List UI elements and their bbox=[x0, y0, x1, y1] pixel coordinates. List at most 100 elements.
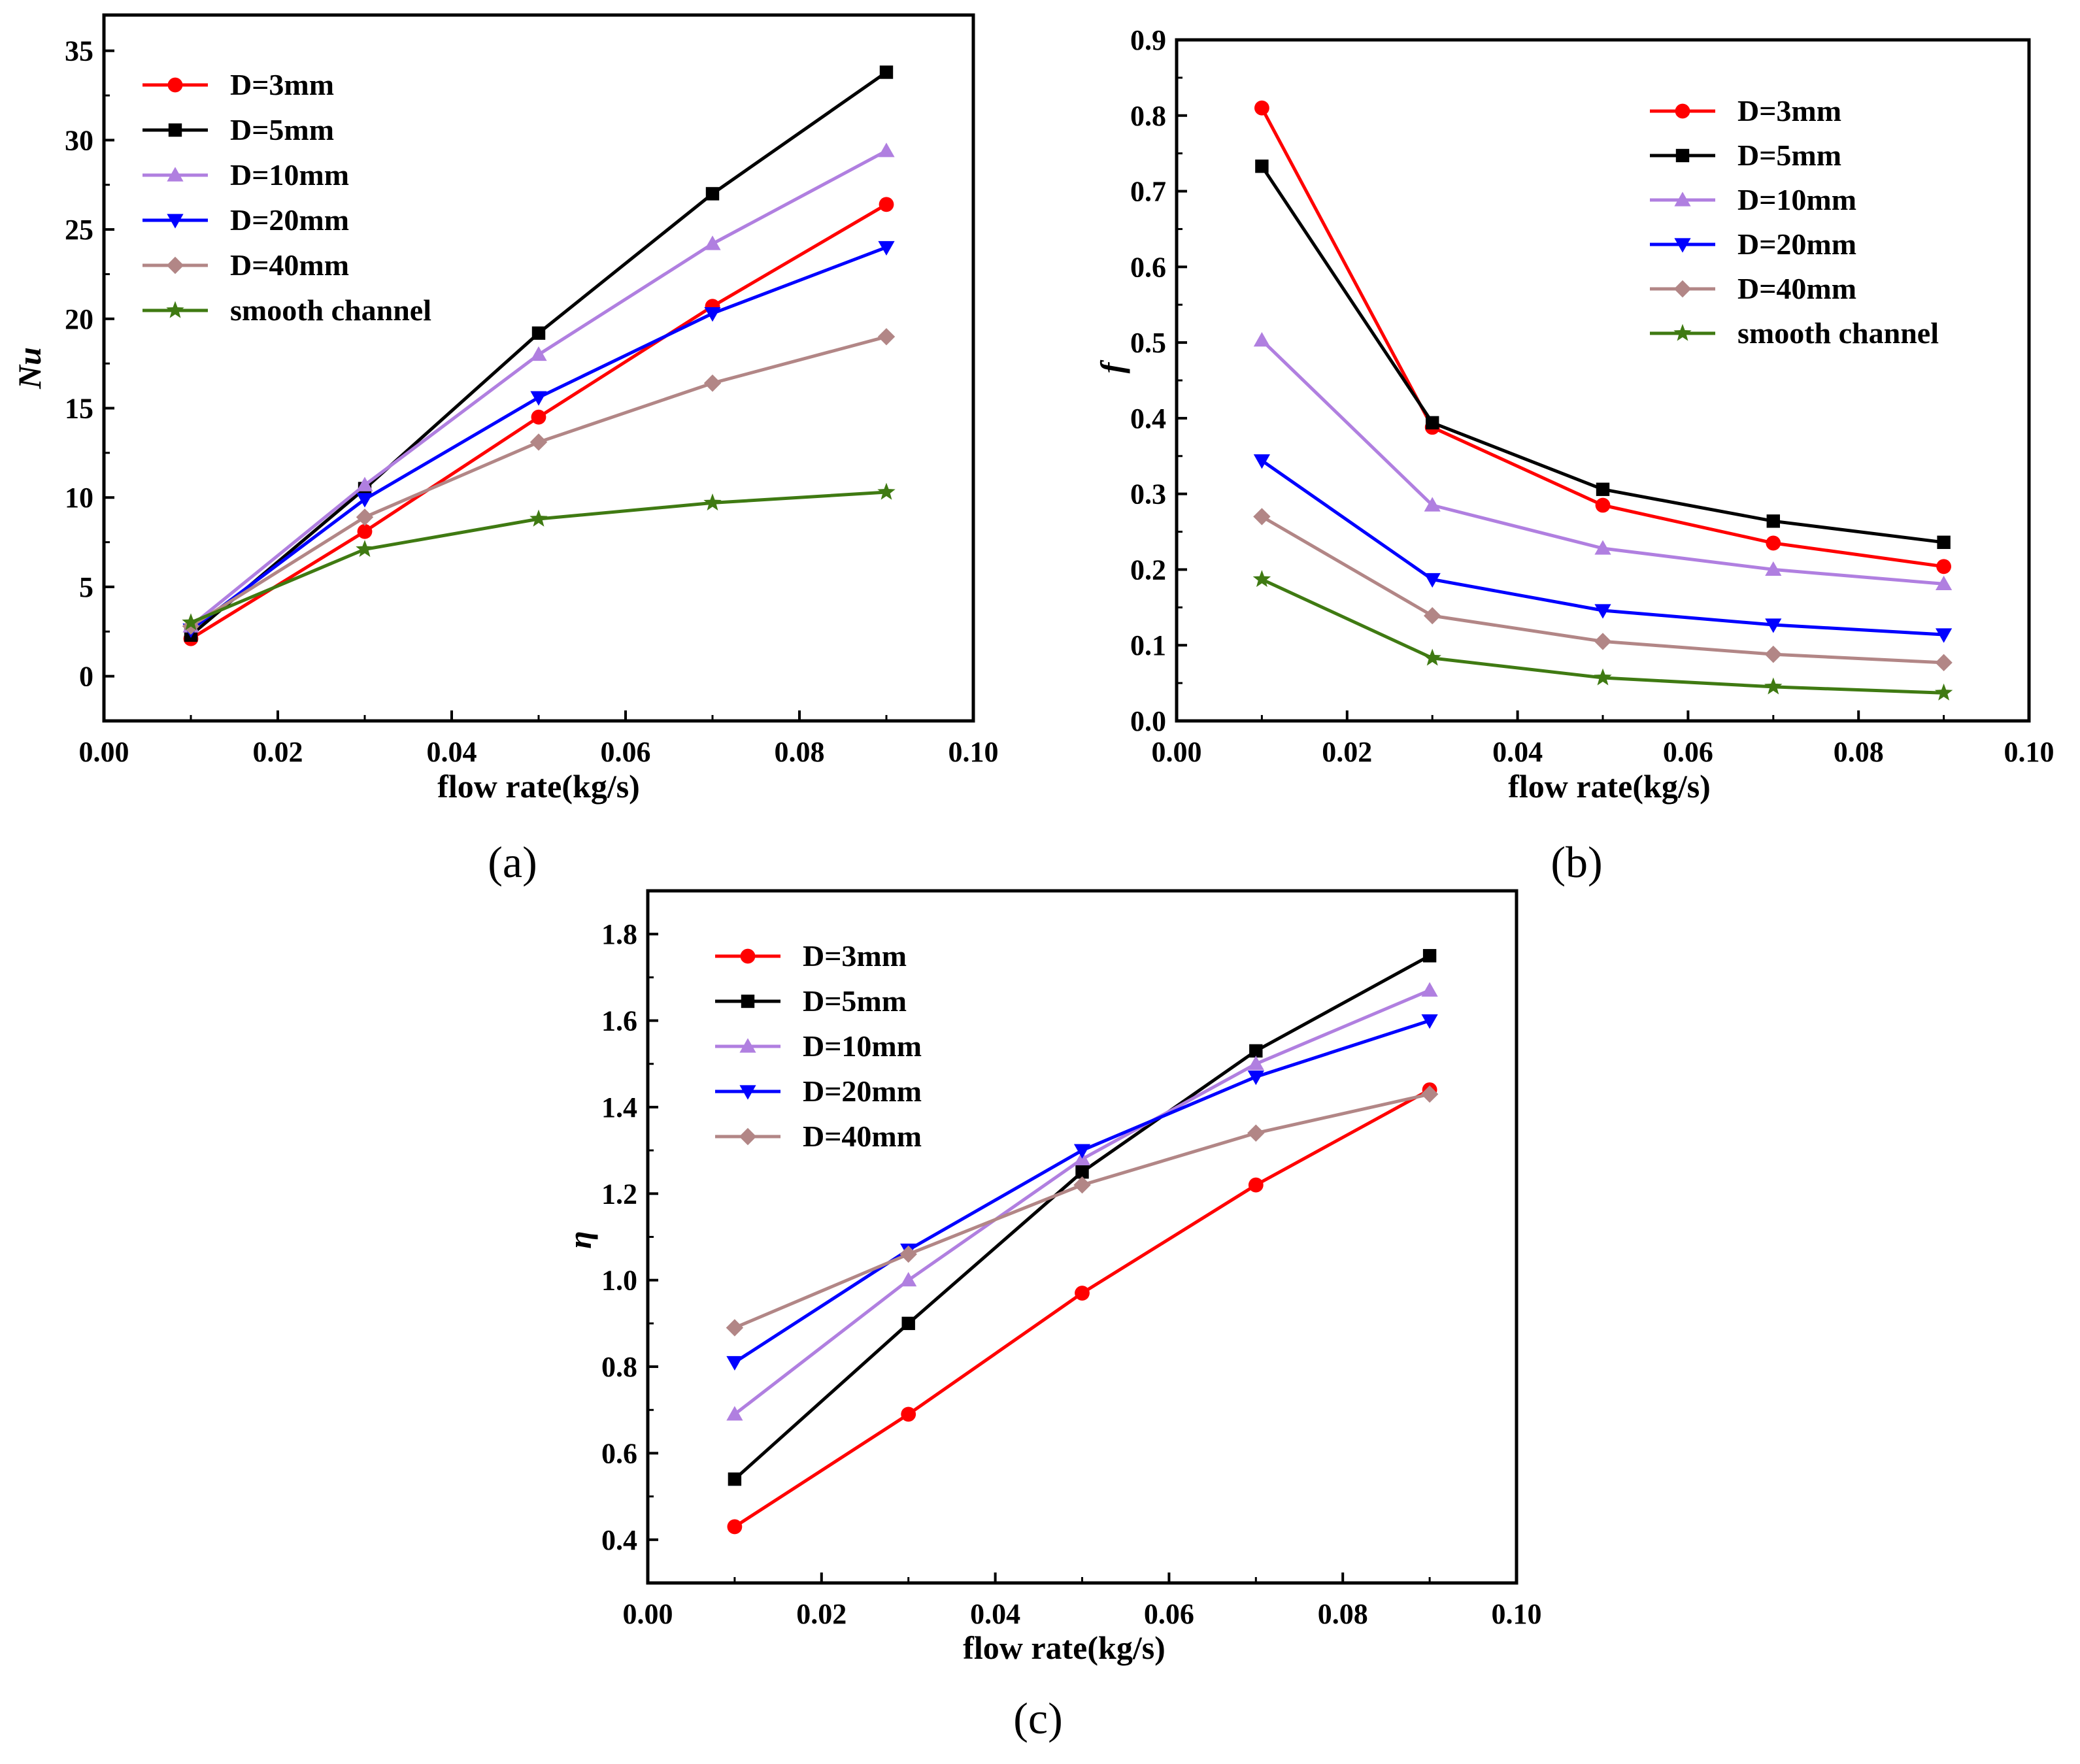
legend-marker bbox=[168, 123, 182, 137]
data-point bbox=[901, 1316, 915, 1331]
data-point bbox=[1252, 570, 1271, 588]
legend-marker bbox=[1674, 191, 1691, 207]
data-point bbox=[531, 326, 546, 340]
legend-label: D=10mm bbox=[1737, 183, 1856, 216]
y-tick-label: 30 bbox=[65, 124, 93, 156]
data-point bbox=[899, 1245, 917, 1263]
data-point bbox=[1936, 559, 1952, 574]
legend-entry: D=40mm bbox=[143, 248, 349, 282]
data-point bbox=[1426, 416, 1439, 430]
data-point bbox=[1247, 1071, 1264, 1086]
data-point bbox=[1423, 648, 1441, 666]
data-point bbox=[1420, 1085, 1439, 1103]
legend-marker bbox=[167, 214, 184, 229]
y-tick-label: 0.4 bbox=[601, 1524, 637, 1556]
data-point bbox=[1249, 1044, 1263, 1058]
legend-entry: D=3mm bbox=[1650, 94, 1841, 127]
x-tick-label: 0.00 bbox=[1152, 736, 1202, 768]
data-point bbox=[1594, 668, 1612, 686]
data-point bbox=[529, 433, 548, 451]
data-point bbox=[356, 493, 373, 508]
data-point bbox=[356, 476, 373, 491]
y-tick-label: 0.3 bbox=[1130, 478, 1166, 510]
legend-label: D=40mm bbox=[803, 1120, 922, 1153]
legend-entry: D=40mm bbox=[715, 1120, 922, 1153]
series-d-40mm bbox=[182, 327, 896, 635]
data-point bbox=[1253, 508, 1271, 525]
y-tick-label: 0.1 bbox=[1130, 629, 1166, 661]
legend-entry: D=10mm bbox=[1650, 183, 1856, 216]
x-axis-label: flow rate(kg/s) bbox=[1508, 768, 1711, 805]
x-tick-label: 0.06 bbox=[1663, 736, 1713, 768]
data-point bbox=[877, 327, 896, 346]
data-point bbox=[1424, 607, 1441, 625]
legend-marker bbox=[1675, 148, 1690, 163]
y-axis-label: η bbox=[562, 1231, 598, 1248]
legend-label: D=40mm bbox=[1737, 272, 1856, 305]
data-point bbox=[1936, 628, 1953, 643]
plot-frame bbox=[646, 889, 1518, 1585]
y-tick-label: 5 bbox=[79, 571, 93, 603]
legend-marker bbox=[739, 1085, 756, 1100]
y-tick-label: 25 bbox=[65, 214, 93, 246]
data-point bbox=[1424, 497, 1441, 512]
legend-entry: D=20mm bbox=[1650, 227, 1856, 261]
data-point bbox=[1247, 1124, 1265, 1142]
data-point bbox=[703, 493, 722, 511]
data-point bbox=[1073, 1176, 1091, 1194]
data-point bbox=[1937, 535, 1951, 549]
data-point bbox=[879, 65, 894, 79]
x-tick-label: 0.02 bbox=[796, 1598, 847, 1630]
x-tick-label: 0.02 bbox=[253, 736, 303, 768]
series-line bbox=[190, 335, 887, 628]
y-tick-label: 0.2 bbox=[1130, 554, 1166, 586]
legend-label: D=10mm bbox=[230, 158, 349, 191]
data-point bbox=[356, 508, 374, 526]
legend-entry: D=20mm bbox=[143, 203, 349, 237]
data-point bbox=[1594, 540, 1611, 555]
legend-label: smooth channel bbox=[230, 293, 431, 327]
data-point bbox=[726, 1356, 743, 1371]
y-tick-label: 1.8 bbox=[601, 918, 637, 950]
data-point bbox=[529, 509, 548, 527]
y-tick-label: 0.8 bbox=[1130, 100, 1166, 132]
data-point bbox=[1075, 1165, 1089, 1179]
legend-marker bbox=[739, 1038, 756, 1053]
legend-marker bbox=[1673, 280, 1692, 298]
legend-marker bbox=[740, 948, 756, 964]
legend-marker bbox=[1675, 103, 1690, 119]
legend-marker bbox=[1674, 238, 1691, 253]
y-tick-label: 15 bbox=[65, 393, 93, 425]
data-point bbox=[1594, 633, 1612, 650]
x-axis-label: flow rate(kg/s) bbox=[437, 768, 640, 805]
y-tick-label: 35 bbox=[65, 35, 93, 67]
data-point bbox=[1765, 618, 1782, 633]
series-d-5mm bbox=[1255, 159, 1951, 549]
legend-label: D=20mm bbox=[1737, 227, 1856, 261]
legend-marker bbox=[741, 994, 755, 1008]
series-d-10mm bbox=[726, 982, 1438, 1421]
series-d-10mm bbox=[1253, 332, 1953, 591]
series-smooth-channel bbox=[182, 482, 896, 631]
y-tick-label: 20 bbox=[65, 303, 93, 335]
y-tick-label: 0.9 bbox=[1130, 24, 1166, 56]
legend-label: D=5mm bbox=[803, 984, 907, 1018]
series-d-40mm bbox=[726, 1085, 1439, 1337]
x-tick-label: 0.04 bbox=[1492, 736, 1543, 768]
data-point bbox=[728, 1472, 742, 1486]
x-tick-label: 0.00 bbox=[79, 736, 129, 768]
y-tick-label: 0.6 bbox=[1130, 251, 1166, 283]
legend-label: D=20mm bbox=[230, 203, 349, 237]
panel-label: (b) bbox=[1551, 837, 1602, 887]
legend-label: smooth channel bbox=[1737, 316, 1939, 350]
panel-label: (c) bbox=[1013, 1693, 1062, 1743]
data-point bbox=[530, 391, 547, 406]
data-point bbox=[704, 235, 721, 250]
x-tick-label: 0.10 bbox=[2004, 736, 2055, 768]
y-tick-label: 0.7 bbox=[1130, 176, 1166, 208]
data-point bbox=[1248, 1177, 1264, 1193]
legend-entry: D=3mm bbox=[143, 68, 334, 101]
panel-label: (a) bbox=[488, 837, 537, 887]
